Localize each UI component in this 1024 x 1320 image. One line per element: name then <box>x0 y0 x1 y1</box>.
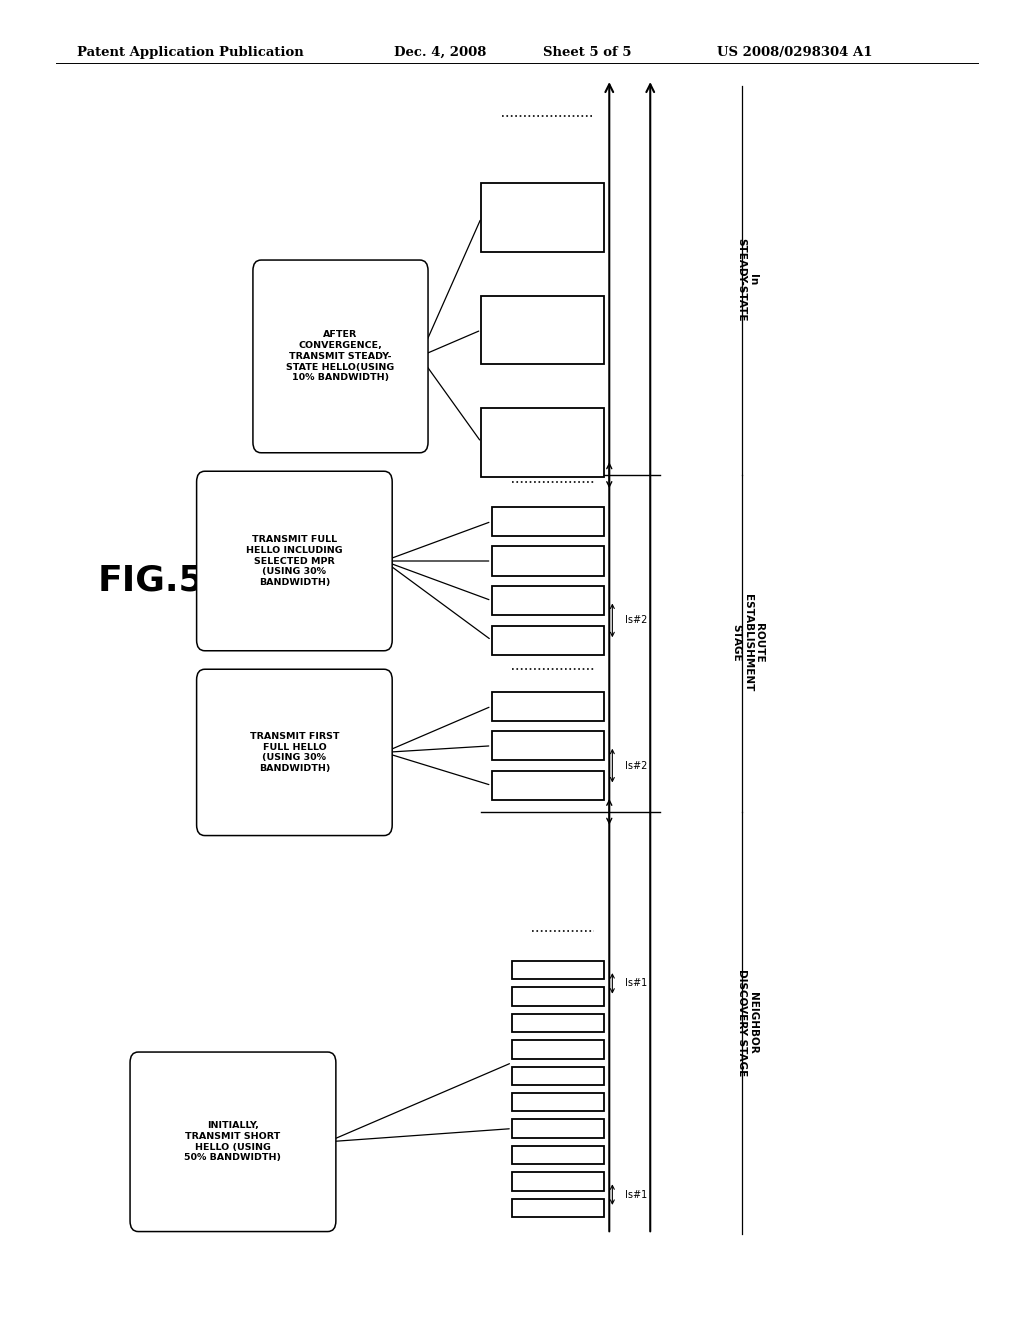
Bar <box>512 1146 604 1164</box>
Bar <box>492 586 604 615</box>
Bar <box>481 408 604 477</box>
Text: Sheet 5 of 5: Sheet 5 of 5 <box>543 46 631 59</box>
FancyBboxPatch shape <box>130 1052 336 1232</box>
Bar <box>492 771 604 800</box>
Bar <box>492 692 604 721</box>
Text: AFTER
CONVERGENCE,
TRANSMIT STEADY-
STATE HELLO(USING
10% BANDWIDTH): AFTER CONVERGENCE, TRANSMIT STEADY- STAT… <box>287 330 394 383</box>
Bar <box>512 1172 604 1191</box>
Bar <box>512 987 604 1006</box>
Text: Dec. 4, 2008: Dec. 4, 2008 <box>394 46 486 59</box>
Bar <box>512 1014 604 1032</box>
Text: NEIGHBOR
DISCOVERY STAGE: NEIGHBOR DISCOVERY STAGE <box>736 969 759 1077</box>
Text: FIG.5: FIG.5 <box>97 564 204 598</box>
Bar <box>481 183 604 252</box>
Text: Patent Application Publication: Patent Application Publication <box>77 46 303 59</box>
Text: Is#1: Is#1 <box>625 1189 647 1200</box>
Bar <box>492 731 604 760</box>
Bar <box>512 1040 604 1059</box>
Text: Is#2: Is#2 <box>625 615 647 626</box>
FancyBboxPatch shape <box>253 260 428 453</box>
Text: TRANSMIT FULL
HELLO INCLUDING
SELECTED MPR
(USING 30%
BANDWIDTH): TRANSMIT FULL HELLO INCLUDING SELECTED M… <box>246 535 343 587</box>
Bar <box>512 1199 604 1217</box>
Text: In
STEADY-STATE: In STEADY-STATE <box>736 238 759 322</box>
FancyBboxPatch shape <box>197 471 392 651</box>
Text: Is#1: Is#1 <box>625 978 647 989</box>
Bar <box>512 1067 604 1085</box>
Bar <box>492 546 604 576</box>
Bar <box>481 296 604 364</box>
FancyBboxPatch shape <box>197 669 392 836</box>
Text: US 2008/0298304 A1: US 2008/0298304 A1 <box>717 46 872 59</box>
Bar <box>512 961 604 979</box>
Bar <box>492 626 604 655</box>
Text: INITIALLY,
TRANSMIT SHORT
HELLO (USING
50% BANDWIDTH): INITIALLY, TRANSMIT SHORT HELLO (USING 5… <box>184 1121 282 1163</box>
Bar <box>492 507 604 536</box>
Text: Is#2: Is#2 <box>625 760 647 771</box>
Bar <box>512 1093 604 1111</box>
Bar <box>512 1119 604 1138</box>
Text: ROUTE
ESTABLISHMENT
STAGE: ROUTE ESTABLISHMENT STAGE <box>731 594 764 692</box>
Text: TRANSMIT FIRST
FULL HELLO
(USING 30%
BANDWIDTH): TRANSMIT FIRST FULL HELLO (USING 30% BAN… <box>250 731 339 774</box>
